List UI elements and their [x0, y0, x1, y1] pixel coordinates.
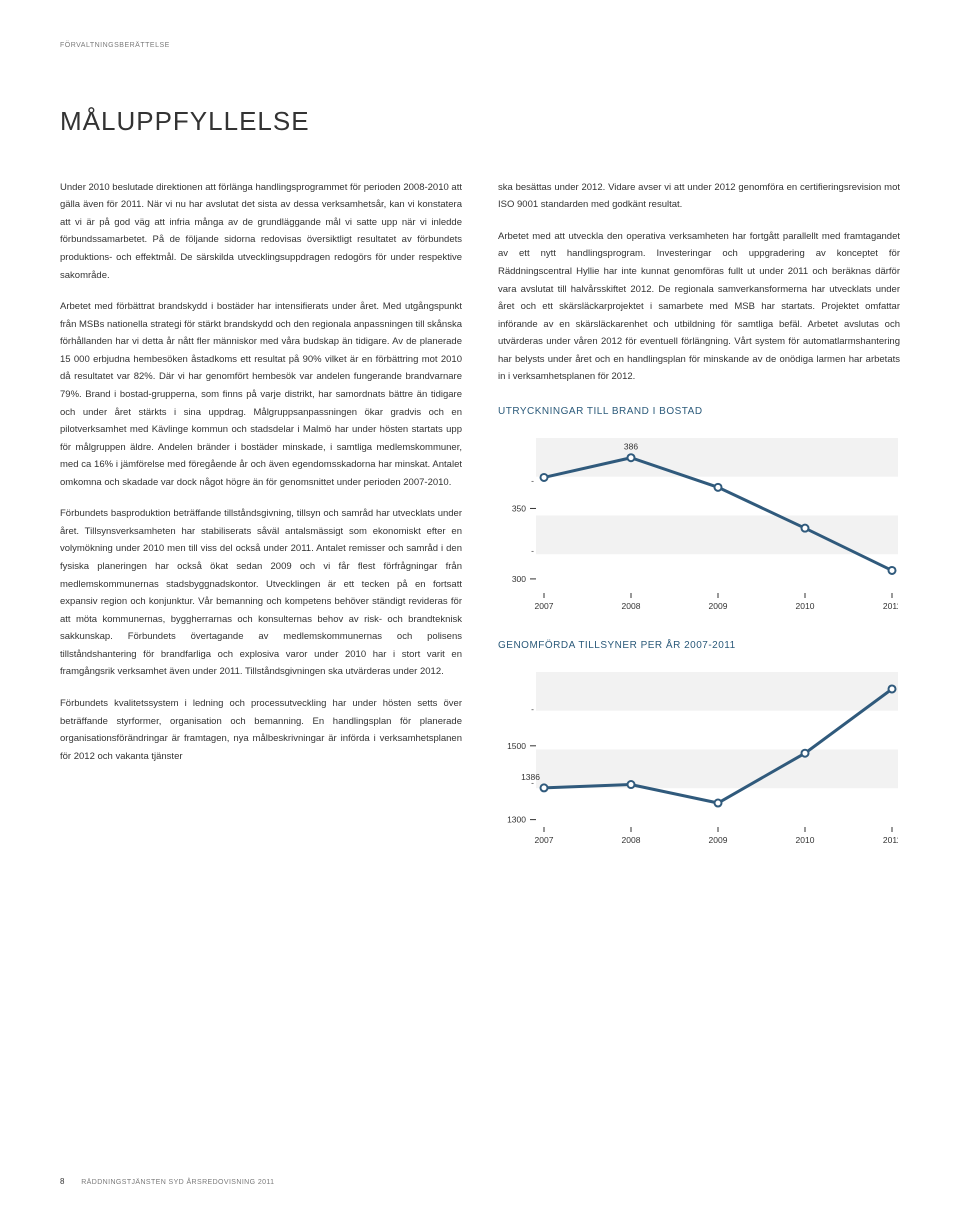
page-number: 8 [60, 1176, 65, 1189]
body-paragraph: Förbundets basproduktion beträffande til… [60, 505, 462, 681]
chart-utryckningar: 300350--20072008200920102011386306 [498, 428, 900, 618]
body-paragraph: Arbetet med förbättrat brandskydd i bost… [60, 298, 462, 491]
svg-text:2007: 2007 [535, 835, 554, 845]
body-paragraph: Under 2010 beslutade direktionen att för… [60, 179, 462, 284]
svg-text:2010: 2010 [796, 601, 815, 611]
svg-text:2008: 2008 [622, 835, 641, 845]
svg-text:350: 350 [512, 503, 526, 513]
svg-text:1300: 1300 [507, 815, 526, 825]
chart-svg: 300350--20072008200920102011386306 [498, 428, 898, 618]
left-column: Under 2010 beslutade direktionen att för… [60, 179, 462, 872]
svg-text:300: 300 [512, 574, 526, 584]
svg-text:-: - [531, 704, 534, 714]
body-paragraph: Förbundets kvalitetssystem i ledning och… [60, 695, 462, 765]
running-header: FÖRVALTNINGSBERÄTTELSE [60, 40, 900, 51]
page-title: MÅLUPPFYLLELSE [60, 101, 900, 143]
body-paragraph: ska besättas under 2012. Vidare avser vi… [498, 179, 900, 214]
two-column-layout: Under 2010 beslutade direktionen att för… [60, 179, 900, 872]
footer-text: RÄDDNINGSTJÄNSTEN SYD ÅRSREDOVISNING 201… [81, 1179, 274, 1186]
svg-text:2010: 2010 [796, 835, 815, 845]
chart-title: GENOMFÖRDA TILLSYNER PER ÅR 2007-2011 [498, 638, 900, 654]
svg-text:-: - [531, 546, 534, 556]
svg-text:2008: 2008 [622, 601, 641, 611]
svg-text:2011: 2011 [883, 835, 898, 845]
chart-svg: 13001500--2007200820092010201113861654 [498, 662, 898, 852]
svg-text:1500: 1500 [507, 741, 526, 751]
svg-text:2011: 2011 [883, 601, 898, 611]
page-footer: 8 RÄDDNINGSTJÄNSTEN SYD ÅRSREDOVISNING 2… [60, 1176, 274, 1189]
chart-title: UTRYCKNINGAR TILL BRAND I BOSTAD [498, 404, 900, 420]
svg-text:1386: 1386 [521, 772, 540, 782]
svg-text:386: 386 [624, 442, 638, 452]
svg-text:2009: 2009 [709, 835, 728, 845]
svg-text:2009: 2009 [709, 601, 728, 611]
chart-tillsyner: 13001500--2007200820092010201113861654 [498, 662, 900, 852]
right-column: ska besättas under 2012. Vidare avser vi… [498, 179, 900, 872]
svg-text:-: - [531, 475, 534, 485]
body-paragraph: Arbetet med att utveckla den operativa v… [498, 228, 900, 386]
svg-text:2007: 2007 [535, 601, 554, 611]
